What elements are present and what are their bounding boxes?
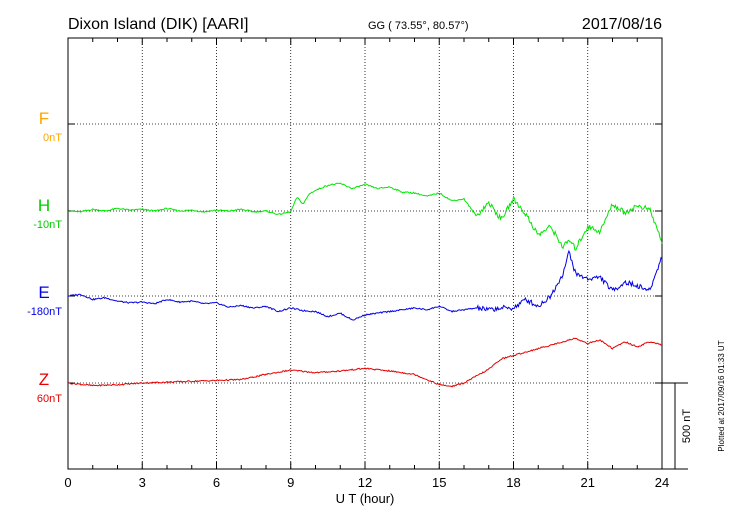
offset-label-z: 60nT: [37, 393, 62, 405]
scale-bar-label: 500 nT: [681, 409, 693, 444]
component-label-e: E: [38, 283, 49, 302]
series-traces: [67, 182, 663, 388]
series-line-e: [67, 249, 663, 321]
station-coordinates: GG ( 73.55°, 80.57°): [368, 20, 469, 32]
x-tick-label: 24: [655, 475, 669, 490]
x-tick-labels: 0 3 6 9 12 15 18 21 24: [64, 475, 669, 490]
offset-label-h: -10nT: [33, 219, 62, 231]
x-tick-label: 18: [506, 475, 520, 490]
plotted-timestamp: Plotted at 2017/09/16 01:33 UT: [717, 340, 726, 451]
series-line-z: [67, 337, 663, 388]
x-tick-label: 0: [64, 475, 71, 490]
axis-ticks: [67, 38, 663, 469]
x-tick-label: 12: [358, 475, 372, 490]
x-tick-label: 15: [432, 475, 446, 490]
x-tick-label: 6: [213, 475, 220, 490]
scale-bar: [662, 382, 688, 470]
component-label-h: H: [38, 196, 50, 215]
grid-lines: [68, 38, 662, 469]
series-line-h: [68, 182, 663, 251]
x-axis-label: U T (hour): [336, 491, 395, 506]
station-title: Dixon Island (DIK) [AARI]: [68, 16, 249, 33]
x-tick-label: 3: [139, 475, 146, 490]
x-tick-label: 21: [581, 475, 595, 490]
component-label-z: Z: [39, 370, 49, 389]
offset-label-f: 0nT: [43, 132, 62, 144]
component-label-f: F: [39, 109, 49, 128]
x-tick-label: 9: [287, 475, 294, 490]
offset-label-e: -180nT: [27, 306, 62, 318]
date-label: 2017/08/16: [582, 16, 662, 33]
